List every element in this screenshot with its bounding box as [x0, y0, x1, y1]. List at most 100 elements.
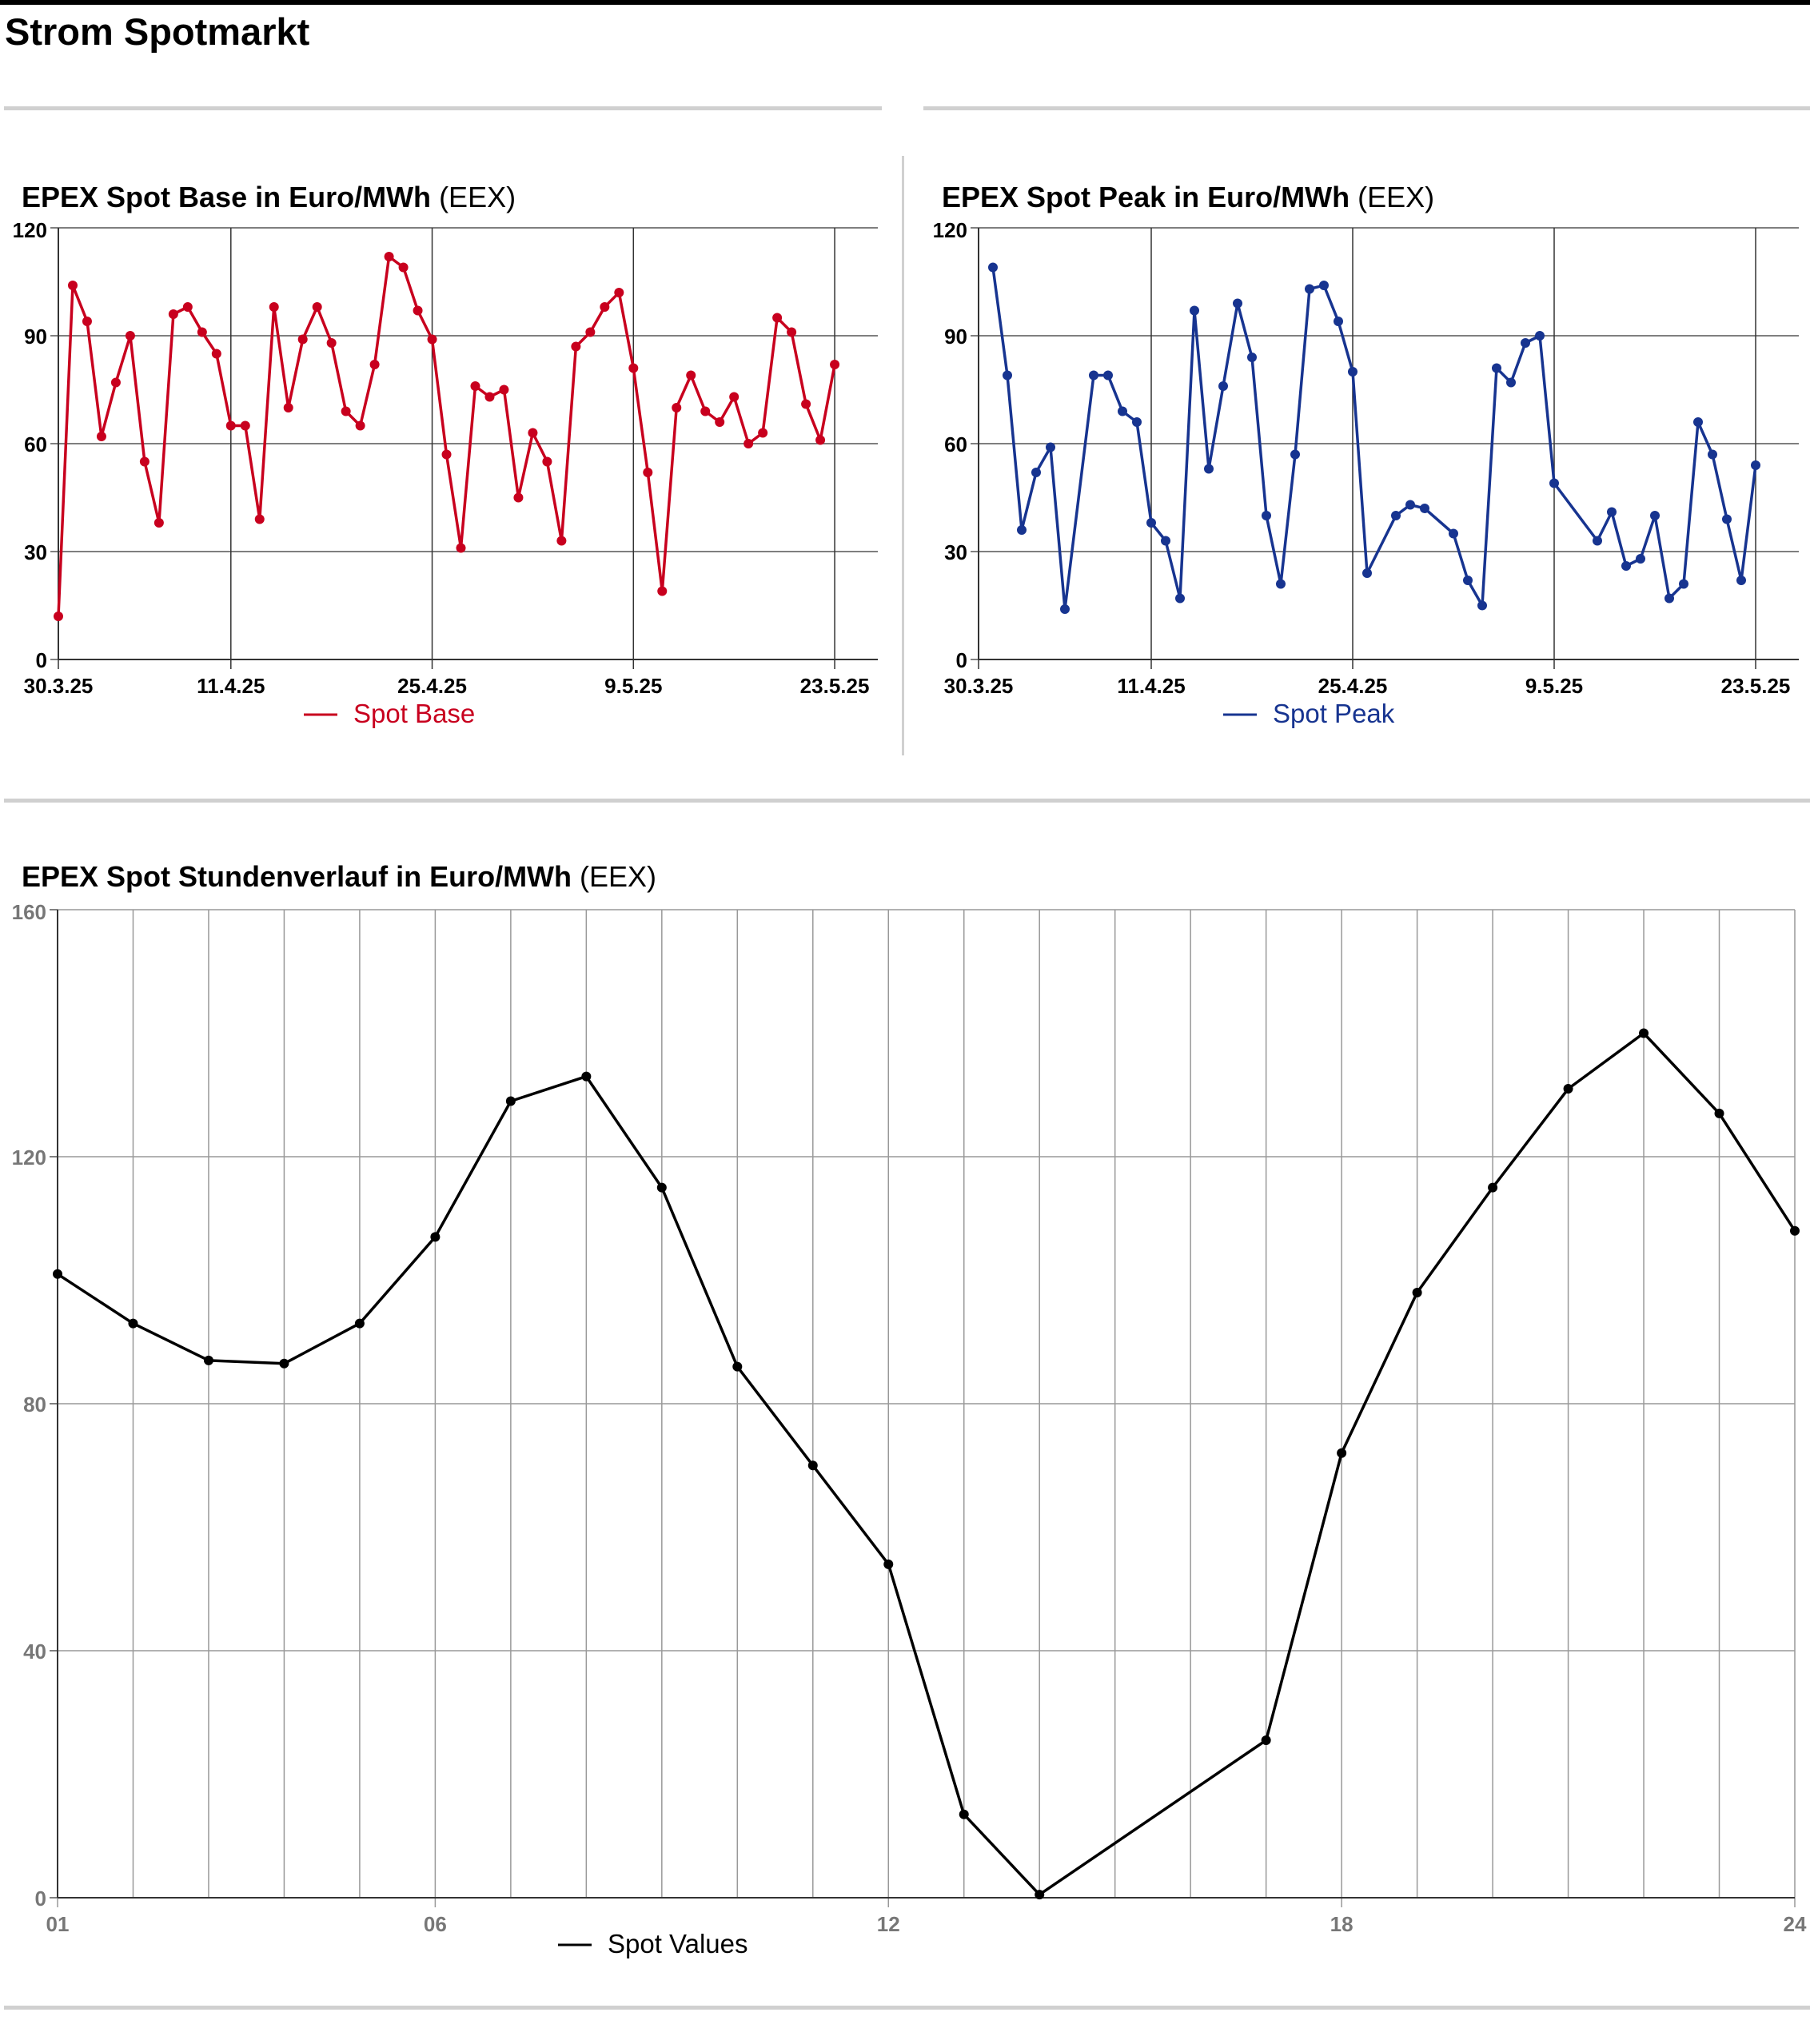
base-point [254, 514, 265, 524]
base-point [744, 439, 754, 448]
base-point [585, 327, 596, 337]
hourly-point [1563, 1084, 1573, 1094]
base-point [700, 406, 711, 416]
hourly-point [53, 1269, 62, 1279]
peak-point [1334, 317, 1343, 326]
base-point [542, 456, 552, 467]
peak-chart-source: (EEX) [1358, 181, 1435, 213]
y-tick-label: 30 [944, 540, 967, 564]
base-point [369, 360, 380, 369]
x-tick-label: 25.4.25 [1318, 674, 1388, 698]
hourly-point [1639, 1028, 1649, 1038]
y-tick-label: 30 [24, 540, 47, 564]
base-point [470, 381, 480, 391]
peak-point [1204, 464, 1214, 474]
x-tick-label: 30.3.25 [944, 674, 1014, 698]
y-tick-label: 0 [35, 1887, 46, 1911]
base-point [686, 370, 696, 381]
base-point [398, 262, 409, 273]
x-tick-label: 01 [46, 1912, 70, 1936]
base-point [441, 449, 452, 460]
x-tick-label: 30.3.25 [24, 674, 94, 698]
x-tick-label: 23.5.25 [1721, 674, 1791, 698]
hourly-point [279, 1358, 289, 1369]
base-point [571, 341, 581, 352]
x-tick-label: 9.5.25 [604, 674, 662, 698]
divider-right [923, 106, 1810, 110]
legend-label: Spot Values [608, 1929, 748, 1958]
divider-bottom [4, 2006, 1810, 2010]
peak-point [1722, 514, 1732, 524]
base-point [211, 349, 221, 359]
base-point [672, 403, 682, 412]
hourly-point [732, 1361, 743, 1372]
y-tick-label: 120 [13, 218, 47, 242]
hourly-point [1488, 1182, 1498, 1193]
x-tick-label: 11.4.25 [197, 674, 265, 698]
base-point [139, 456, 150, 467]
hourly-point [656, 1182, 667, 1193]
peak-point [1031, 468, 1041, 477]
base-chart-title: EPEX Spot Base in Euro/MWh (EEX) [22, 181, 516, 214]
hourly-point [128, 1318, 138, 1329]
peak-chart-title: EPEX Spot Peak in Euro/MWh (EEX) [942, 181, 1434, 214]
hourly-chart-title: EPEX Spot Stundenverlauf in Euro/MWh (EEX… [22, 860, 656, 894]
base-point [772, 313, 783, 323]
base-point [801, 399, 811, 409]
peak-point [1650, 511, 1660, 520]
base-point [614, 288, 624, 297]
base-point [384, 252, 394, 261]
y-tick-label: 60 [944, 432, 967, 456]
hourly-point [1412, 1287, 1422, 1297]
base-point [312, 302, 322, 312]
peak-point [1751, 460, 1760, 470]
y-tick-label: 60 [24, 432, 47, 456]
hourly-point [1790, 1225, 1800, 1236]
base-point [513, 492, 524, 503]
peak-point [1636, 554, 1645, 564]
base-point [815, 435, 826, 445]
y-tick-label: 40 [23, 1640, 46, 1663]
divider-middle [4, 799, 1810, 803]
peak-point [1736, 576, 1746, 585]
y-tick-label: 0 [36, 648, 47, 672]
base-chart-title-text: EPEX Spot Base in Euro/MWh [22, 181, 432, 213]
peak-point [1506, 377, 1516, 388]
base-point [197, 327, 207, 337]
base-point [240, 420, 250, 431]
peak-point [1664, 593, 1674, 604]
y-tick-label: 120 [933, 218, 967, 242]
hourly-point [1714, 1108, 1724, 1118]
base-point [600, 302, 610, 312]
peak-point [1060, 604, 1070, 614]
base-point [125, 331, 135, 341]
peak-point [1362, 568, 1372, 578]
peak-point [1535, 331, 1545, 341]
peak-point [1420, 504, 1429, 513]
base-point [82, 317, 92, 326]
x-tick-label: 18 [1330, 1912, 1354, 1936]
base-point [341, 406, 351, 416]
hourly-chart: 0 40 80 120 160 01 06 12 18 24 Spot Values [12, 900, 1807, 1958]
x-tick-label: 9.5.25 [1525, 674, 1583, 698]
top-rule [0, 0, 1810, 5]
hourly-point [505, 1096, 516, 1106]
base-point [499, 384, 509, 395]
base-point [628, 363, 639, 373]
peak-chart-title-text: EPEX Spot Peak in Euro/MWh [942, 181, 1350, 213]
peak-point [1449, 528, 1458, 539]
base-point [528, 428, 538, 438]
base-point [283, 403, 293, 412]
base-point [225, 420, 236, 431]
y-tick-label: 80 [23, 1393, 46, 1416]
base-point [269, 302, 279, 312]
x-tick-label: 11.4.25 [1117, 674, 1185, 698]
y-tick-label: 90 [944, 325, 967, 349]
peak-point [1405, 500, 1415, 510]
page-title: Strom Spotmarkt [5, 10, 310, 53]
base-point [153, 518, 164, 528]
peak-point [1118, 406, 1127, 416]
peak-point [1607, 507, 1617, 517]
base-chart-source: (EEX) [439, 181, 516, 213]
peak-point [1175, 593, 1185, 604]
